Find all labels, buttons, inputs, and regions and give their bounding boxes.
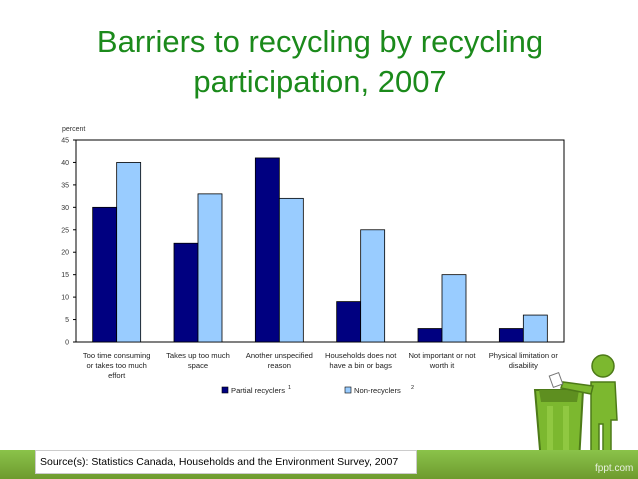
source-note: Source(s): Statistics Canada, Households… bbox=[35, 450, 417, 474]
recycling-bin-person-icon bbox=[533, 354, 618, 463]
y-tick-label: 5 bbox=[65, 317, 69, 324]
bar-partial-recyclers bbox=[498, 328, 524, 343]
y-tick-label: 30 bbox=[61, 205, 69, 212]
y-tick-label: 10 bbox=[61, 295, 69, 302]
bar-partial-recyclers bbox=[173, 242, 199, 343]
bar-non-recyclers bbox=[360, 229, 386, 343]
category-label: reason bbox=[268, 361, 291, 370]
category-label: effort bbox=[108, 371, 126, 380]
y-tick-label: 25 bbox=[61, 227, 69, 234]
bar-non-recyclers bbox=[441, 274, 467, 343]
slide-title: Barriers to recycling by recycling parti… bbox=[40, 22, 600, 102]
y-tick-label: 45 bbox=[61, 138, 69, 145]
legend-label: Non-recyclers bbox=[354, 386, 401, 395]
bar-partial-recyclers bbox=[254, 157, 280, 343]
category-label: space bbox=[188, 361, 208, 370]
category-label: or takes too much bbox=[86, 361, 146, 370]
y-axis-label: percent bbox=[62, 126, 85, 133]
watermark: fppt.com bbox=[595, 463, 634, 474]
bar-non-recyclers bbox=[278, 197, 304, 343]
legend-swatch bbox=[344, 386, 352, 394]
slide-title-line-1: Barriers to recycling by recycling bbox=[96, 24, 544, 59]
category-label: Physical limitation or bbox=[489, 351, 559, 360]
category-label: Not important or not bbox=[408, 351, 476, 360]
legend-label: Partial recyclers bbox=[231, 386, 285, 395]
bar-chart: percent 0 5 10 15 20 25 30 35 40 45 Too time consum… bbox=[61, 126, 565, 395]
legend-superscript: 2 bbox=[411, 385, 414, 391]
bar-non-recyclers bbox=[522, 314, 548, 343]
category-label: Households does not bbox=[325, 351, 397, 360]
y-tick-label: 20 bbox=[61, 250, 69, 257]
category-label: worth it bbox=[429, 361, 455, 370]
category-label: have a bin or bags bbox=[329, 361, 392, 370]
category-label: Too time consuming bbox=[83, 351, 151, 360]
bar-partial-recyclers bbox=[417, 328, 443, 343]
category-label: Another unspecified bbox=[246, 351, 313, 360]
bar-partial-recyclers bbox=[92, 206, 118, 343]
y-tick-label: 15 bbox=[61, 272, 69, 279]
slide-title-line-2: participation, 2007 bbox=[193, 64, 447, 99]
bar-partial-recyclers bbox=[336, 301, 362, 343]
legend-superscript: 1 bbox=[288, 385, 291, 391]
category-label: Takes up too much bbox=[166, 351, 230, 360]
legend-swatch bbox=[221, 386, 229, 394]
bar-non-recyclers bbox=[116, 162, 142, 343]
category-label: disability bbox=[509, 361, 538, 370]
y-tick-label: 35 bbox=[61, 182, 69, 189]
y-tick-label: 40 bbox=[61, 160, 69, 167]
plot-frame bbox=[75, 139, 565, 343]
bar-non-recyclers bbox=[197, 193, 223, 343]
y-tick-label: 0 bbox=[65, 340, 69, 347]
